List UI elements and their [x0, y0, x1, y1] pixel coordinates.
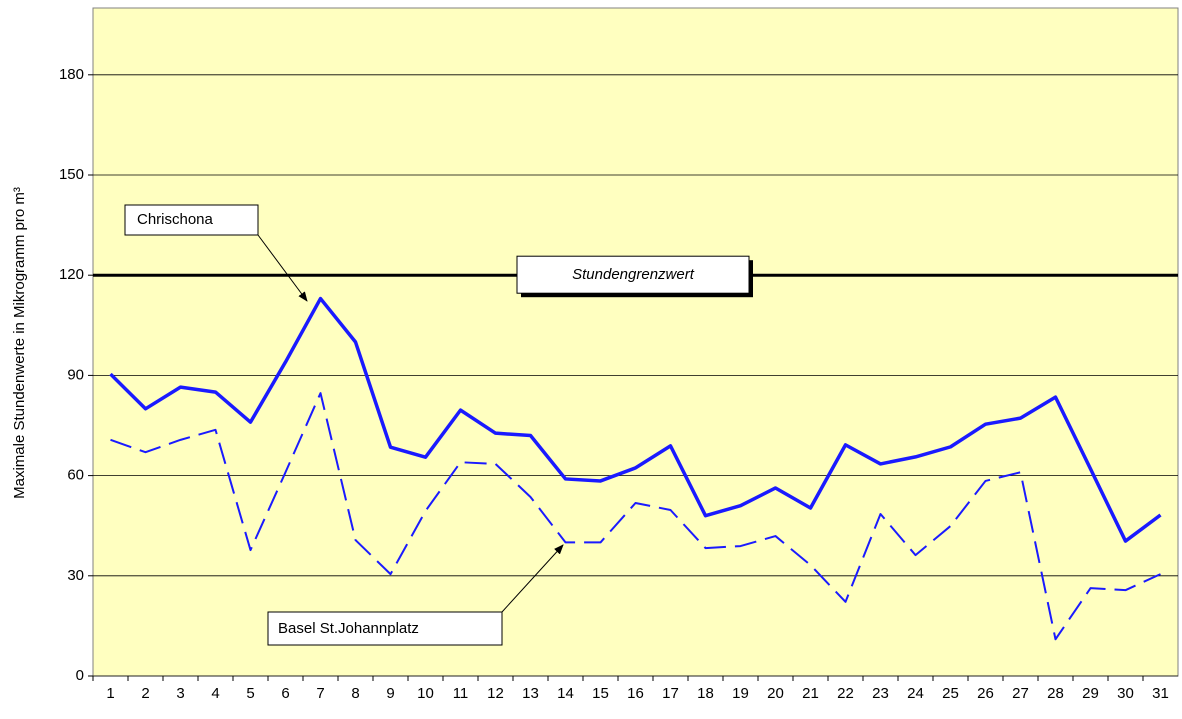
callout-arrow [501, 544, 564, 613]
series-line [109, 296, 1162, 543]
x-tick-label: 17 [662, 685, 679, 702]
y-tick-label: 0 [76, 667, 84, 684]
x-tick-label: 7 [316, 685, 324, 702]
x-tick-label: 8 [351, 685, 359, 702]
callout-label: Basel St.Johannplatz [278, 620, 419, 637]
x-tick-label: 9 [386, 685, 394, 702]
x-tick-label: 20 [767, 685, 784, 702]
x-tick-label: 14 [557, 685, 574, 702]
series-line [110, 392, 1161, 641]
x-tick-label: 5 [246, 685, 254, 702]
x-tick-label: 28 [1047, 685, 1064, 702]
x-tick-label: 31 [1152, 685, 1169, 702]
x-tick-label: 15 [592, 685, 609, 702]
x-tick-label: 19 [732, 685, 749, 702]
reference-label-box [516, 255, 750, 294]
x-tick-label: 1 [106, 685, 114, 702]
x-tick-label: 22 [837, 685, 854, 702]
y-tick-label: 150 [59, 166, 84, 183]
callout-arrow [257, 234, 308, 302]
x-tick-label: 3 [176, 685, 184, 702]
x-tick-label: 26 [977, 685, 994, 702]
callout-box [124, 204, 259, 236]
y-tick-label: 90 [67, 366, 84, 383]
x-tick-label: 11 [453, 685, 469, 702]
x-tick-label: 30 [1117, 685, 1134, 702]
callout-box [267, 611, 503, 646]
x-tick-label: 2 [141, 685, 149, 702]
plot-area [92, 7, 1179, 677]
x-tick-label: 13 [522, 685, 539, 702]
x-tick-label: 6 [281, 685, 289, 702]
x-tick-label: 27 [1012, 685, 1029, 702]
x-tick-label: 18 [697, 685, 714, 702]
x-tick-label: 23 [872, 685, 889, 702]
callout-label: Chrischona [137, 211, 214, 228]
x-tick-label: 25 [942, 685, 959, 702]
reference-label: Stundengrenzwert [572, 266, 695, 283]
x-tick-label: 29 [1082, 685, 1099, 702]
x-tick-label: 21 [802, 685, 819, 702]
y-tick-label: 180 [59, 66, 84, 83]
x-tick-label: 4 [211, 685, 219, 702]
x-tick-label: 16 [627, 685, 644, 702]
y-axis-label: Maximale Stundenwerte in Mikrogramm pro … [11, 187, 28, 499]
x-tick-label: 10 [417, 685, 434, 702]
x-tick-label: 24 [907, 685, 924, 702]
y-tick-label: 120 [59, 266, 84, 283]
x-tick-label: 12 [487, 685, 504, 702]
y-tick-label: 30 [67, 567, 84, 584]
y-tick-label: 60 [67, 467, 84, 484]
